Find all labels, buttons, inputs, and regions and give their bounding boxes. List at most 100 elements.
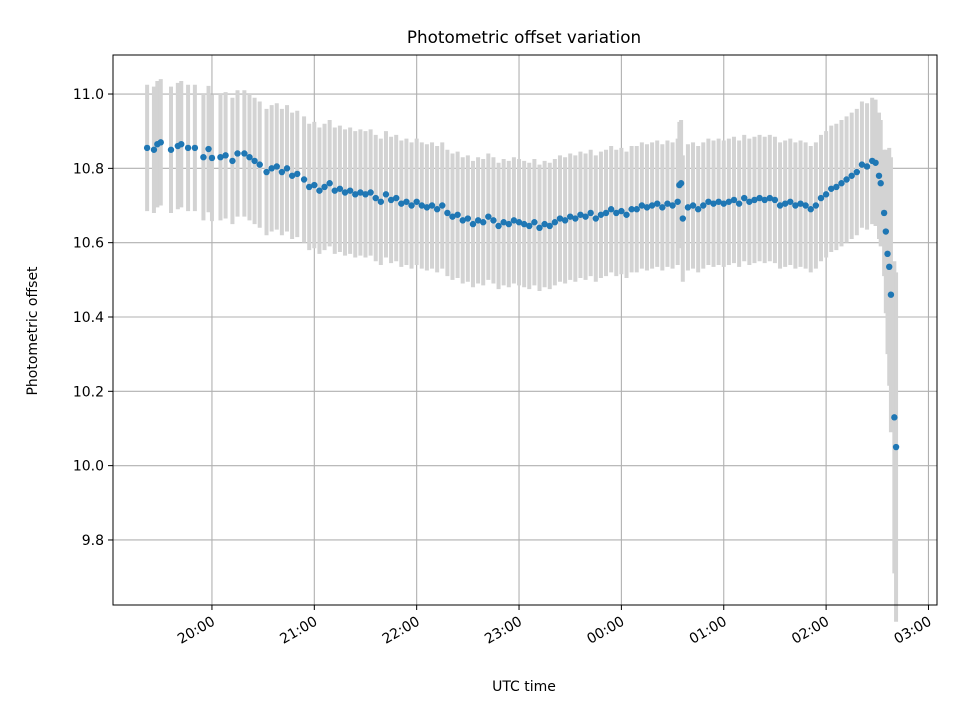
data-point [382, 191, 390, 198]
data-point [510, 217, 518, 224]
data-point [643, 204, 651, 211]
data-point [838, 180, 845, 187]
data-point [515, 219, 523, 226]
y-tick-label: 10.2 [73, 384, 104, 400]
data-point [597, 211, 605, 218]
data-point [766, 194, 774, 202]
data-point [413, 198, 420, 205]
data-point [730, 196, 738, 204]
data-point [526, 222, 533, 230]
data-point [500, 219, 507, 226]
data-point [229, 157, 236, 165]
data-point [474, 217, 482, 224]
data-point [843, 176, 850, 183]
data-point [654, 200, 661, 207]
data-point [684, 204, 692, 211]
data-point [853, 168, 861, 176]
data-point [669, 202, 676, 209]
y-tick-label: 10.8 [73, 161, 104, 177]
data-point [887, 291, 895, 298]
plot-frame [112, 54, 938, 606]
data-point [372, 194, 379, 202]
data-point [817, 194, 825, 202]
data-point [341, 189, 349, 196]
data-point [751, 196, 758, 204]
data-point [541, 220, 548, 228]
data-point [167, 146, 175, 153]
data-point [623, 211, 630, 218]
data-point [178, 140, 185, 148]
data-point [880, 209, 888, 217]
data-point [294, 170, 301, 178]
data-point [454, 211, 461, 218]
y-axis-label: Photometric offset [25, 266, 41, 396]
data-point [263, 168, 270, 176]
point-layer [143, 139, 900, 451]
data-point [556, 215, 564, 222]
data-point [433, 206, 441, 213]
data-point [520, 220, 528, 228]
data-point [863, 163, 871, 170]
data-point [797, 200, 804, 207]
data-point [311, 181, 318, 189]
data-point [848, 172, 855, 179]
data-point [638, 202, 646, 209]
data-point [444, 209, 451, 217]
data-point [807, 206, 814, 213]
data-point [561, 217, 569, 224]
data-point [490, 217, 497, 224]
y-tick-label: 10.4 [73, 310, 104, 326]
data-point [184, 144, 192, 152]
data-point [679, 215, 687, 222]
data-point [659, 204, 666, 211]
chart-title: Photometric offset variation [407, 27, 641, 47]
data-point [283, 165, 291, 172]
data-point [346, 187, 354, 194]
data-point [352, 191, 359, 198]
data-point [321, 183, 328, 191]
data-point [241, 150, 248, 157]
data-point [858, 161, 866, 168]
data-point [781, 200, 789, 207]
data-point [720, 200, 727, 207]
data-point [677, 180, 685, 187]
data-point [735, 200, 743, 207]
data-point [251, 157, 258, 165]
data-point [157, 139, 164, 146]
data-point [886, 263, 893, 271]
data-point [495, 222, 502, 230]
data-point [602, 209, 610, 217]
data-point [792, 202, 799, 209]
data-point [234, 150, 241, 157]
data-point [536, 224, 543, 232]
data-point [505, 220, 512, 228]
data-point [812, 202, 820, 209]
data-point [367, 189, 374, 196]
data-point [833, 183, 840, 191]
data-point [756, 194, 763, 202]
data-point [694, 206, 702, 213]
data-point [592, 215, 599, 222]
data-point [572, 215, 579, 222]
data-point [633, 206, 640, 213]
data-point [705, 198, 712, 205]
data-point [875, 172, 883, 179]
data-point [268, 165, 275, 172]
data-point [746, 198, 753, 205]
y-tick-label: 10.6 [73, 236, 104, 252]
data-point [802, 202, 809, 209]
data-point [362, 191, 369, 198]
data-point [439, 202, 446, 209]
data-point [628, 206, 635, 213]
data-point [551, 219, 559, 226]
data-point [884, 250, 891, 258]
data-point [200, 153, 207, 161]
data-point [305, 183, 313, 191]
data-point [256, 161, 263, 168]
data-point [613, 209, 620, 217]
data-point [882, 228, 890, 235]
data-point [336, 185, 344, 192]
data-point [288, 172, 296, 179]
data-point [485, 213, 492, 220]
